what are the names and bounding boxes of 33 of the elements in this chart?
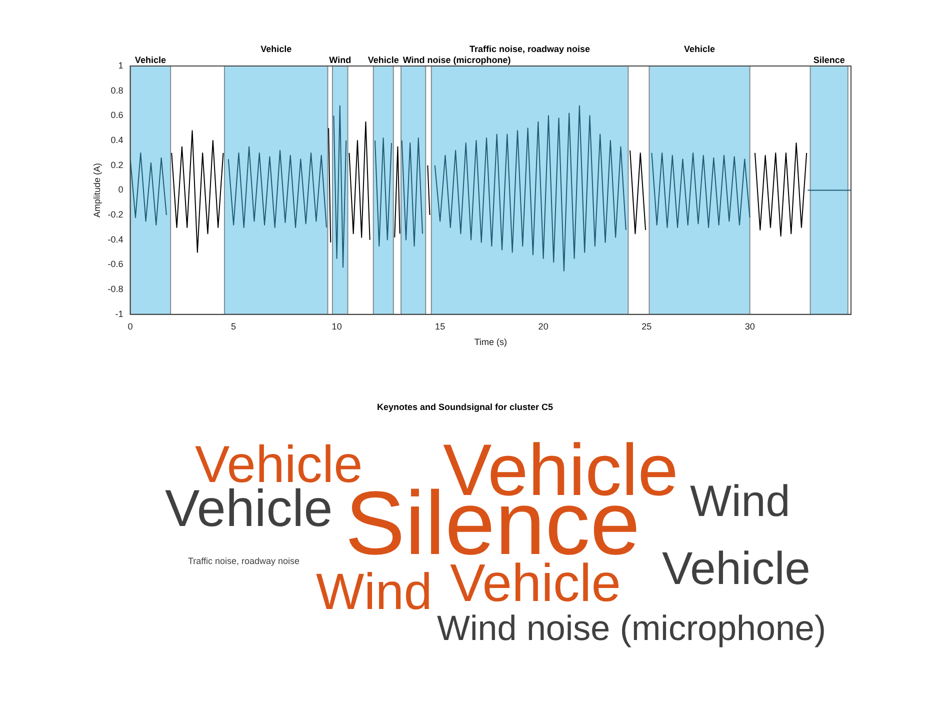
y-tick-label: -0.6 [108,259,124,270]
band-label: Silence [813,54,845,65]
y-tick-label: -0.8 [108,284,124,294]
text: Keynotes and Soundsignal for cluster C5 [376,402,554,412]
x-tick-label: 15 [435,321,446,332]
x-axis-title: Time (s) [474,337,507,348]
text: Vehicle [662,542,810,594]
y-tick-label: -0.4 [108,234,124,244]
y-tick-label: 0.4 [110,135,124,146]
band-label: Vehicle [260,44,292,54]
y-tick-label: 0.8 [110,85,124,96]
y-tick-label: 0 [118,184,124,195]
text: Wind [690,477,790,526]
y-tick-label: -1 [115,308,124,319]
x-tick-label: 20 [538,321,548,332]
band-label: Vehicle [134,54,166,65]
y-tick-label: 1 [118,60,124,70]
y-tick-label: 0.2 [110,160,124,170]
band-label: Traffic noise, roadway noise [470,44,590,54]
band-label: Wind noise (microphone) [402,54,511,65]
band-label: Vehicle [368,54,399,65]
y-tick-label: 0.6 [110,110,124,120]
text: Wind [316,563,432,620]
x-tick-label: 0 [128,321,133,332]
text: Traffic noise, roadway noise [188,556,300,566]
band-label: Wind [329,54,352,65]
y-tick-label: -0.2 [108,210,124,220]
band-label: Vehicle [684,44,716,54]
x-tick-label: 10 [332,321,342,332]
y-axis-title: Amplitude (A) [92,162,102,218]
x-tick-label: 25 [642,321,652,332]
x-tick-label: 5 [231,321,236,332]
x-tick-label: 30 [744,321,755,332]
